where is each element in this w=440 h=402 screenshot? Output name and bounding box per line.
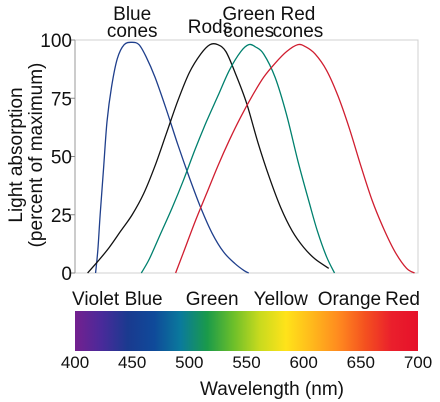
- series-line-rods: [87, 42, 330, 274]
- series-label-rods: Rods: [188, 17, 232, 38]
- x-tick-label: 700: [404, 353, 432, 372]
- spectrum-bar: [75, 311, 418, 351]
- series-line-red-cones: [175, 43, 415, 274]
- x-tick-label: 550: [232, 353, 260, 372]
- y-tick-label: 0: [61, 264, 72, 285]
- y-tick-label: 25: [51, 206, 72, 227]
- series-label-green-cones: Green cones: [222, 4, 275, 42]
- y-tick-label: 50: [51, 148, 72, 169]
- color-name-blue: Blue: [125, 289, 163, 310]
- y-axis-label-line-2: (percent of maximum): [26, 63, 47, 248]
- color-name-violet: Violet: [72, 289, 120, 310]
- y-axis-label-line-1: Light absorption: [6, 87, 27, 222]
- series-line-blue-cones: [94, 41, 250, 274]
- x-tick-label: 500: [175, 353, 203, 372]
- series-label-line: cones: [273, 21, 324, 42]
- color-name-green: Green: [186, 289, 239, 310]
- color-name-red: Red: [385, 289, 420, 310]
- y-tick-label: 100: [40, 31, 72, 52]
- series-label-line: Blue: [113, 4, 151, 25]
- x-axis-label: Wavelength (nm): [200, 379, 344, 400]
- series-label-line: Red: [281, 4, 316, 25]
- series-label-line: Green: [222, 4, 275, 25]
- plot-frame: [74, 39, 419, 274]
- color-name-orange: Orange: [318, 289, 381, 310]
- series-label-line: cones: [107, 21, 158, 42]
- x-tick-label: 400: [61, 353, 89, 372]
- series-label-red-cones: Red cones: [273, 4, 324, 42]
- series-label-blue-cones: Blue cones: [107, 4, 158, 42]
- color-name-yellow: Yellow: [254, 289, 309, 310]
- series-label-line: Rods: [188, 17, 232, 38]
- series-line-green-cones: [140, 43, 336, 274]
- x-tick-label: 650: [347, 353, 375, 372]
- series-label-line: cones: [223, 21, 274, 42]
- x-tick-label: 600: [289, 353, 317, 372]
- x-tick-label: 450: [118, 353, 146, 372]
- y-tick-label: 75: [51, 89, 72, 110]
